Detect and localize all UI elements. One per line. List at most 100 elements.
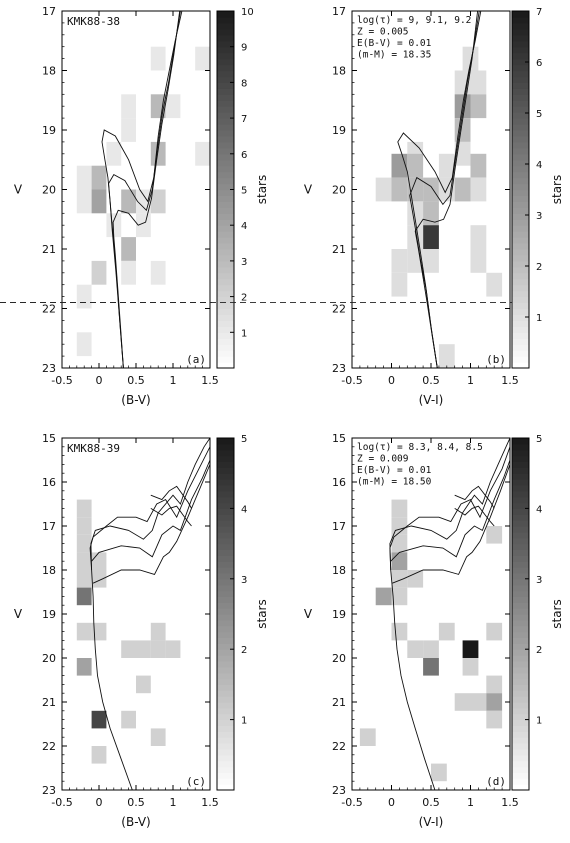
colorbar-tick-label: 3 <box>241 257 247 268</box>
colorbar-swatch <box>217 719 234 727</box>
heatmap-cell <box>391 534 408 553</box>
colorbar-swatch <box>217 249 234 256</box>
heatmap-cell <box>423 658 439 676</box>
y-tick-label: 19 <box>42 608 56 621</box>
panel-label: (b) <box>486 353 506 366</box>
heatmap-cell <box>391 153 408 178</box>
colorbar-swatch <box>217 760 234 768</box>
colorbar-swatch <box>512 490 529 498</box>
colorbar-swatch <box>512 666 529 674</box>
isochrone-line <box>409 11 480 368</box>
colorbar-swatch <box>217 496 234 504</box>
colorbar-swatch <box>512 596 529 603</box>
colorbar-swatch <box>217 543 234 551</box>
colorbar-swatch <box>512 124 529 131</box>
y-tick-label: 20 <box>42 652 56 665</box>
colorbar-swatch <box>217 314 234 321</box>
isochrone-line <box>150 485 192 509</box>
colorbar-swatch <box>512 731 529 738</box>
colorbar-swatch <box>512 326 529 333</box>
heatmap-cell <box>150 189 166 214</box>
y-tick-label: 20 <box>42 184 56 197</box>
colorbar-swatch <box>217 490 234 498</box>
colorbar-swatch <box>512 660 529 668</box>
heatmap-cell <box>195 141 210 166</box>
colorbar-swatch <box>217 189 234 197</box>
colorbar-swatch <box>217 272 234 280</box>
y-tick-label: 22 <box>332 303 346 316</box>
y-tick-label: 22 <box>42 740 56 753</box>
x-tick-label: 0.5 <box>127 374 145 387</box>
colorbar-tick-label: 7 <box>241 114 247 125</box>
colorbar-tick-label: 8 <box>241 78 247 89</box>
colorbar-tick-label: 9 <box>241 43 247 54</box>
y-tick-label: 21 <box>42 696 56 709</box>
heatmap-cell <box>91 570 107 588</box>
colorbar-swatch <box>217 320 234 327</box>
colorbar-swatch <box>217 231 234 238</box>
colorbar-swatch <box>217 731 234 738</box>
heatmap-cell <box>136 675 151 694</box>
heatmap-cell <box>150 622 166 641</box>
heatmap-cell <box>486 526 503 544</box>
heatmap-cell <box>121 94 136 119</box>
colorbar-swatch <box>512 195 529 202</box>
heatmap-cell <box>391 570 408 588</box>
colorbar-swatch <box>217 649 234 656</box>
colorbar-swatch <box>217 637 234 644</box>
colorbar-swatch <box>217 666 234 674</box>
colorbar-swatch <box>217 696 234 703</box>
heatmap-cell <box>486 710 503 729</box>
colorbar-swatch <box>512 254 529 262</box>
colorbar-tick-label: 5 <box>536 109 542 120</box>
heatmap-cell <box>91 260 107 285</box>
colorbar-swatch <box>512 22 529 30</box>
colorbar-swatch <box>512 118 529 125</box>
colorbar-swatch <box>217 195 234 202</box>
colorbar-swatch <box>217 94 234 101</box>
x-tick-label: 1 <box>170 374 177 387</box>
colorbar-swatch <box>512 572 529 580</box>
heatmap-cell <box>375 177 392 202</box>
colorbar-swatch <box>217 455 234 463</box>
colorbar-swatch <box>217 526 234 533</box>
colorbar-swatch <box>217 183 234 191</box>
colorbar-swatch <box>512 684 529 691</box>
colorbar-swatch <box>512 719 529 727</box>
y-tick-label: 23 <box>42 784 56 797</box>
heatmap-cell <box>359 728 376 746</box>
colorbar-tick-label: 1 <box>536 313 542 324</box>
heatmap-cell <box>91 746 107 764</box>
colorbar-swatch <box>512 678 529 685</box>
heatmap-cell <box>76 189 92 214</box>
colorbar-swatch <box>217 213 234 220</box>
annotation-line: E(B-V) = 0.01 <box>357 38 432 49</box>
isochrone-line <box>454 485 495 509</box>
colorbar-swatch <box>512 520 529 527</box>
heatmap-cell <box>454 177 471 202</box>
colorbar-swatch <box>217 344 234 351</box>
colorbar-swatch <box>512 201 529 208</box>
heatmap-cell <box>462 640 479 658</box>
colorbar-tick-label: 6 <box>241 150 247 161</box>
colorbar-swatch <box>512 707 529 715</box>
colorbar-tick-label: 4 <box>241 221 247 232</box>
colorbar-swatch <box>217 754 234 762</box>
x-axis-label: (B-V) <box>121 815 150 829</box>
colorbar-frame <box>511 437 530 791</box>
x-tick-label: 0.5 <box>127 796 145 809</box>
colorbar-swatch <box>512 302 529 310</box>
colorbar-swatch <box>217 473 234 480</box>
heatmap-cell <box>391 177 408 202</box>
colorbar-swatch <box>512 249 529 256</box>
x-tick-label: 0 <box>96 374 103 387</box>
heatmap-cell <box>462 658 479 676</box>
heatmap-cell <box>470 70 487 95</box>
heatmap-cell <box>121 189 136 214</box>
annotation-line: (m-M) = 18.35 <box>357 50 431 61</box>
colorbar-swatch <box>217 284 234 292</box>
colorbar-swatch <box>512 696 529 703</box>
colorbar-swatch <box>217 766 234 773</box>
colorbar-swatch <box>512 296 529 304</box>
